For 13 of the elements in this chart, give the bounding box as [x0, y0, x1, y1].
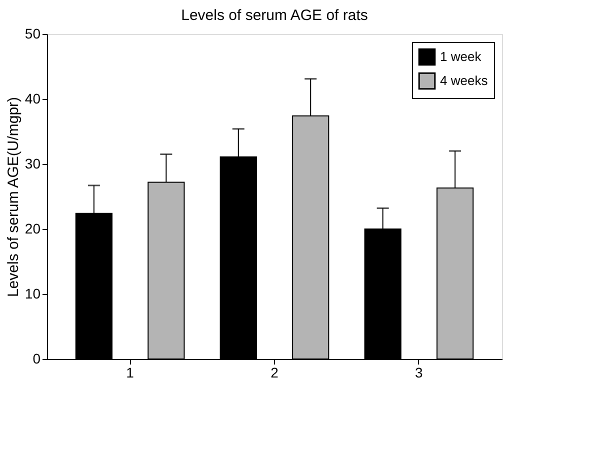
y-tick-label: 50 [24, 26, 41, 42]
y-axis-title: Levels of serum AGE(U/mgpr) [4, 96, 22, 298]
y-tick-label: 0 [32, 350, 41, 366]
x-tick-label: 2 [270, 364, 279, 380]
y-tick-label: 10 [24, 286, 41, 302]
y-tick-label: 40 [24, 90, 41, 106]
legend-label: 1 week [440, 49, 482, 64]
y-tick-label: 30 [24, 156, 41, 172]
legend-label: 4 weeks [440, 73, 488, 88]
x-tick-label: 3 [415, 364, 424, 380]
y-tick-label: 20 [24, 220, 41, 236]
x-tick-label: 1 [126, 364, 134, 380]
chart-title: Levels of serum AGE of rats [181, 7, 368, 24]
